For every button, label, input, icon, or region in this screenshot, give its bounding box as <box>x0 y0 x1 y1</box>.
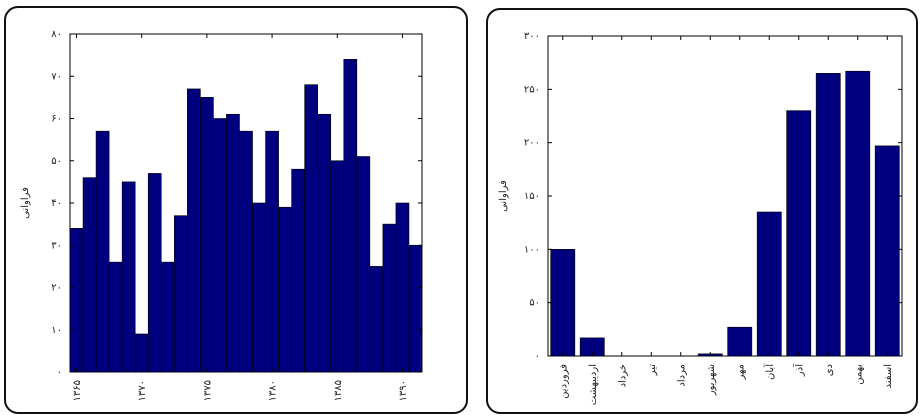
y-axis-label: فراوانی <box>20 187 31 219</box>
y-tick-label: ۳۰ <box>51 240 62 251</box>
y-tick-label: ۱۵۰ <box>524 191 540 202</box>
bar <box>408 244 423 373</box>
bar <box>874 145 900 357</box>
x-tick-label: ۱۳۹۰ <box>398 380 409 401</box>
bar <box>845 70 871 357</box>
x-tick-label: دی <box>824 364 835 376</box>
x-tick-label: ۱۳۸۵ <box>333 380 344 401</box>
y-tick-label: ۵۰ <box>51 156 62 167</box>
x-tick-label: ۱۳۷۵ <box>202 380 213 401</box>
y-tick-label: ۵۰ <box>529 298 540 309</box>
bar <box>213 118 227 373</box>
bar <box>95 130 110 373</box>
bar <box>82 177 97 373</box>
y-axis-label: فراوانی <box>498 180 509 212</box>
monthly-chart-panel: ۰ ۵۰ ۱۰۰ ۱۵۰ ۲۰۰ ۲۵۰ ۳۰۰ فروردین اردیبهشت خرداد تی… <box>486 8 918 414</box>
y-tick-label: ۲۰۰ <box>524 138 540 149</box>
bar <box>382 223 397 373</box>
x-tick-label: اسفند <box>883 364 894 388</box>
x-tick-label: آبان <box>763 363 776 380</box>
bar <box>226 113 240 373</box>
y-tick-label: ۷۰ <box>51 71 62 82</box>
y-tick-label: ۶۰ <box>51 114 62 125</box>
bar <box>756 211 782 357</box>
bar <box>369 266 384 373</box>
bar <box>121 181 136 373</box>
x-tick-label: تیر <box>647 364 658 377</box>
x-tick-label: اردیبهشت <box>588 364 599 405</box>
y-tick-label: ۰ <box>535 351 540 362</box>
x-tick-label: ۱۳۷۰ <box>137 380 148 401</box>
y-tick-label: ۴۰ <box>51 198 62 209</box>
yearly-frequency-chart: ۰ ۱۰ ۲۰ ۳۰ ۴۰ ۵۰ ۶۰ ۷۰ ۸۰ ۱۳۶۵ ۱۳۷۰ ۱۳۷۵ ۱۳۸۰ ۱۳۸۵ ۱۳۹… <box>20 29 423 401</box>
y-tick-label: ۲۵۰ <box>524 84 540 95</box>
bar <box>727 326 753 357</box>
x-tick-label: شهریور <box>706 364 717 396</box>
bar <box>343 59 358 373</box>
bar <box>69 228 84 373</box>
bar <box>356 156 371 373</box>
x-tick-label: مهر <box>735 364 746 380</box>
y-tick-label: ۱۰۰ <box>524 244 540 255</box>
bar <box>550 249 576 357</box>
bar <box>200 97 214 373</box>
y-tick-label: ۱۰ <box>51 325 62 336</box>
y-tick-label: ۰ <box>57 367 62 378</box>
x-tick-label: آذر <box>792 363 805 377</box>
y-tick-label: ۸۰ <box>51 29 62 40</box>
monthly-frequency-chart: ۰ ۵۰ ۱۰۰ ۱۵۰ ۲۰۰ ۲۵۰ ۳۰۰ فروردین اردیبهشت خرداد تی… <box>498 31 903 405</box>
bar <box>187 88 201 373</box>
x-tick-label: ۱۳۶۵ <box>72 380 83 401</box>
bar <box>330 160 345 373</box>
yearly-chart-panel: ۰ ۱۰ ۲۰ ۳۰ ۴۰ ۵۰ ۶۰ ۷۰ ۸۰ ۱۳۶۵ ۱۳۷۰ ۱۳۷۵ ۱۳۸۰ ۱۳۸۵ ۱۳۹… <box>4 6 468 414</box>
bar <box>252 202 266 373</box>
bar <box>265 130 279 373</box>
bar <box>147 173 162 373</box>
bar <box>160 261 175 373</box>
x-tick-label: خرداد <box>617 364 628 387</box>
x-tick-label: ۱۳۸۰ <box>268 380 279 401</box>
x-tick-label: فروردین <box>558 364 569 399</box>
bar <box>239 130 253 373</box>
bar <box>317 113 332 373</box>
bar <box>108 261 123 373</box>
bar <box>173 215 188 373</box>
bar <box>815 73 841 357</box>
bar <box>278 206 292 373</box>
x-tick-label: بهمن <box>853 364 864 385</box>
bar <box>395 202 410 373</box>
x-tick-label: مرداد <box>676 364 687 387</box>
bar <box>291 168 305 373</box>
bar <box>304 84 319 373</box>
bar <box>134 333 149 373</box>
bar <box>786 110 812 357</box>
y-tick-label: ۲۰ <box>51 283 62 294</box>
y-tick-label: ۳۰۰ <box>524 31 540 42</box>
